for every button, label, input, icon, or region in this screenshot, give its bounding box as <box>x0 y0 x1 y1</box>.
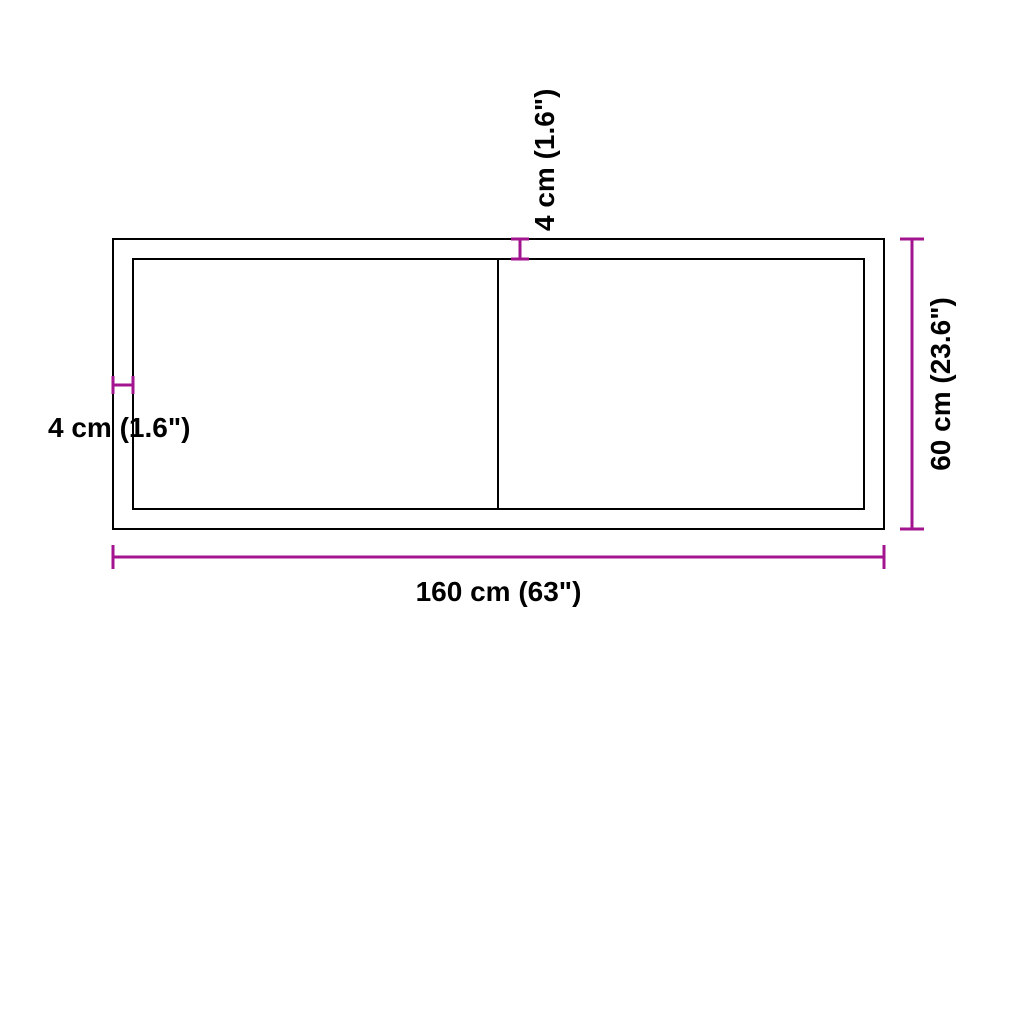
dimension-diagram: 160 cm (63") 60 cm (23.6") 4 cm (1.6") 4… <box>0 0 1024 1024</box>
label-top-inset: 4 cm (1.6") <box>529 89 560 231</box>
label-width: 160 cm (63") <box>416 576 582 607</box>
dimension-width <box>113 545 884 569</box>
dimension-top-inset <box>511 239 529 259</box>
label-left-inset: 4 cm (1.6") <box>48 412 190 443</box>
label-height: 60 cm (23.6") <box>925 297 956 471</box>
dimension-left-inset <box>113 376 133 394</box>
dimension-height <box>900 239 924 529</box>
